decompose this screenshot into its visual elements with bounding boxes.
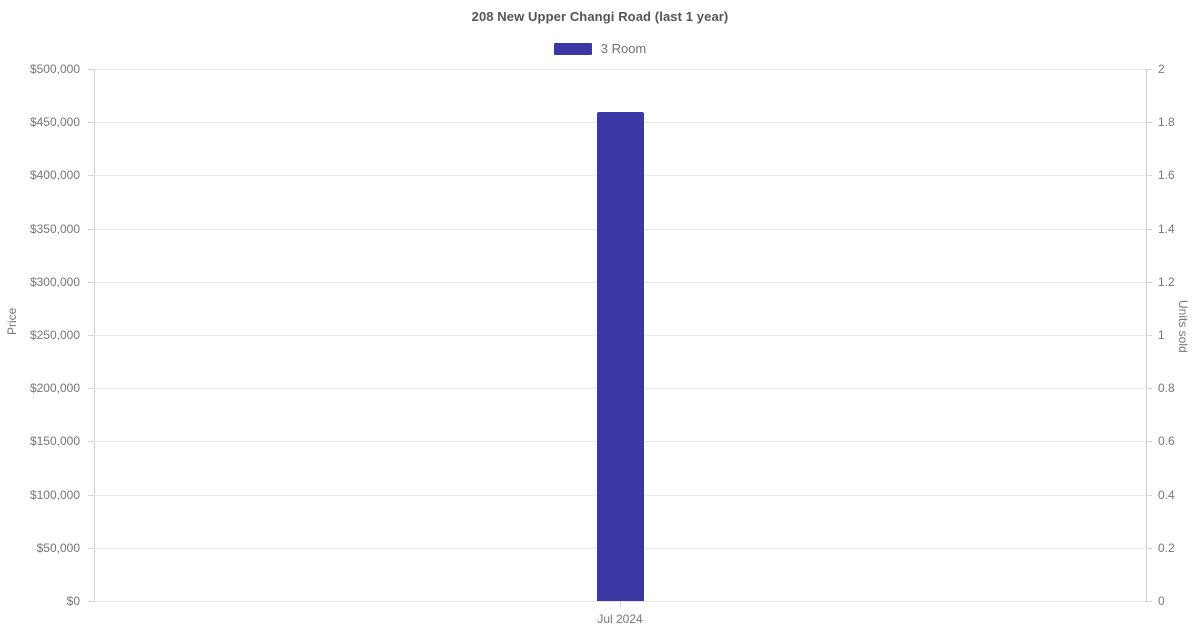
right-axis-tick-label: 1.4 [1158, 222, 1175, 236]
left-axis-tick [88, 229, 94, 230]
right-axis-tick [1146, 175, 1152, 176]
right-axis-tick [1146, 548, 1152, 549]
right-axis-tick-label: 0 [1158, 594, 1165, 608]
chart-legend: 3 Room [0, 42, 1200, 55]
right-axis-tick [1146, 282, 1152, 283]
left-axis-tick [88, 69, 94, 70]
left-axis-tick-label: $100,000 [29, 488, 80, 502]
right-axis-tick [1146, 229, 1152, 230]
left-axis-tick [88, 388, 94, 389]
left-axis-tick-label: $450,000 [29, 115, 80, 129]
x-axis-tick [620, 601, 621, 607]
right-axis-tick [1146, 335, 1152, 336]
right-axis-tick [1146, 388, 1152, 389]
right-axis-tick [1146, 69, 1152, 70]
left-axis-tick-label: $50,000 [36, 541, 80, 555]
right-axis-tick-label: 0.8 [1158, 381, 1175, 395]
legend-item-3-room[interactable]: 3 Room [553, 41, 647, 56]
left-axis-tick-label: $250,000 [29, 328, 80, 342]
left-axis-tick [88, 441, 94, 442]
right-axis-tick-label: 0.6 [1158, 434, 1175, 448]
right-axis-tick-label: 2 [1158, 62, 1165, 76]
left-axis-tick [88, 122, 94, 123]
left-axis-tick-label: $500,000 [29, 62, 80, 76]
chart-title: 208 New Upper Changi Road (last 1 year) [471, 9, 729, 24]
left-axis-tick [88, 335, 94, 336]
left-axis-tick [88, 495, 94, 496]
left-axis-tick [88, 601, 94, 602]
left-axis-tick [88, 175, 94, 176]
right-axis-tick-label: 0.2 [1158, 541, 1175, 555]
left-axis-tick-label: $0 [66, 594, 80, 608]
legend-swatch-3-room [553, 42, 592, 55]
right-axis-tick-label: 1 [1158, 328, 1165, 342]
left-axis-tick [88, 548, 94, 549]
bar-3-room-jul-2024[interactable] [597, 112, 644, 601]
legend-label-3-room: 3 Room [600, 41, 647, 56]
left-axis-title: Price [5, 307, 19, 335]
right-axis-tick-label: 1.6 [1158, 168, 1175, 182]
left-axis-tick-label: $400,000 [29, 168, 80, 182]
right-axis-tick [1146, 601, 1152, 602]
right-axis-tick-label: 0.4 [1158, 488, 1175, 502]
left-axis-tick-label: $350,000 [29, 222, 80, 236]
right-axis-tick [1146, 122, 1152, 123]
right-axis-tick-label: 1.2 [1158, 275, 1175, 289]
left-axis-tick-label: $200,000 [29, 381, 80, 395]
left-axis-tick-label: $300,000 [29, 275, 80, 289]
gridline [94, 69, 1146, 70]
x-axis-tick-label: Jul 2024 [597, 612, 643, 626]
left-axis-tick-label: $150,000 [29, 434, 80, 448]
right-axis-tick-label: 1.8 [1158, 115, 1175, 129]
right-axis-tick [1146, 441, 1152, 442]
right-axis-title: Units sold [1176, 300, 1190, 353]
left-axis-tick [88, 282, 94, 283]
right-axis-tick [1146, 495, 1152, 496]
